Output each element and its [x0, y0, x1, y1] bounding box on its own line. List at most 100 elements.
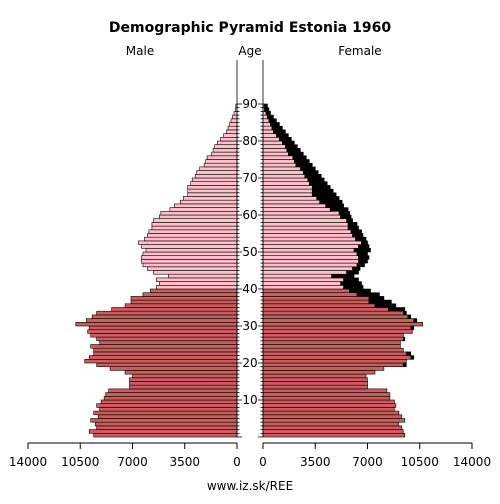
male-bar-age-22	[93, 351, 238, 356]
female-bar-age-4	[262, 418, 406, 423]
female-bar-age-58	[262, 218, 347, 223]
male-bar-age-76	[211, 151, 238, 157]
female-bar-age-35	[262, 303, 376, 308]
female-bar-age-86	[262, 114, 268, 120]
female-bar-age-87	[262, 111, 267, 116]
female-excess-age-50	[353, 248, 371, 253]
male-bar-age-11	[105, 392, 238, 397]
female-bar-age-10	[262, 395, 391, 401]
female-excess-age-89	[263, 103, 268, 109]
female-excess-age-56	[347, 225, 359, 231]
female-excess-age-29	[410, 325, 415, 331]
female-bar-age-2	[262, 425, 403, 430]
female-bar-age-79	[262, 140, 283, 146]
male-bar-age-32	[91, 314, 238, 319]
female-bar-age-33	[262, 310, 404, 316]
male-bar-age-74	[205, 159, 238, 164]
female-bar-age-3	[262, 421, 400, 427]
female-bar-age-64	[262, 196, 318, 201]
female-excess-age-31	[413, 318, 418, 323]
x-tick-label-male: 7000	[117, 455, 148, 469]
female-bar-age-48	[262, 255, 359, 260]
male-bar-age-27	[90, 333, 238, 338]
male-bar-age-53	[144, 236, 238, 242]
male-bar-age-26	[96, 336, 238, 342]
male-bar-age-58	[153, 218, 238, 223]
female-bar-age-37	[262, 296, 370, 301]
female-bar-age-52	[262, 240, 362, 245]
x-tick-label-female: 0	[259, 455, 267, 469]
female-bar-age-85	[262, 118, 270, 123]
female-bar-age-82	[262, 129, 274, 134]
female-excess-age-60	[338, 211, 350, 216]
male-bar-age-39	[150, 288, 238, 294]
female-bar-age-53	[262, 236, 356, 242]
chart-title: Demographic Pyramid Estonia 1960	[109, 20, 391, 36]
female-excess-age-43	[331, 273, 355, 279]
male-bar-age-62	[174, 203, 238, 208]
female-bar-age-8	[262, 403, 397, 408]
male-bar-age-24	[90, 344, 238, 349]
female-bar-age-81	[262, 133, 277, 138]
male-bar-age-48	[141, 255, 238, 260]
female-excess-age-80	[279, 137, 292, 142]
female-bar-age-69	[262, 177, 309, 183]
female-excess-age-66	[311, 188, 334, 194]
female-bar-age-84	[262, 122, 271, 127]
male-bar-age-0	[93, 432, 238, 438]
female-excess-age-57	[347, 222, 358, 227]
female-bar-age-60	[262, 211, 340, 216]
female-bar-age-63	[262, 199, 321, 205]
male-bar-age-4	[90, 418, 238, 423]
male-bars	[75, 103, 238, 438]
male-bar-age-79	[217, 140, 238, 146]
female-bar-age-59	[262, 214, 341, 220]
female-label: Female	[338, 44, 381, 58]
female-excess-age-61	[329, 207, 349, 212]
female-bar-age-77	[262, 148, 288, 153]
female-bar-age-65	[262, 192, 313, 197]
female-bar-age-6	[262, 410, 400, 416]
female-excess-age-83	[271, 125, 283, 131]
male-bar-age-69	[191, 177, 238, 183]
female-bar-age-49	[262, 251, 358, 257]
female-excess-age-69	[307, 177, 325, 183]
male-bar-age-80	[220, 137, 238, 142]
male-bar-age-52	[138, 240, 238, 245]
x-tick-label-female: 10500	[401, 455, 439, 469]
female-bar-age-19	[262, 362, 404, 368]
male-bar-age-45	[147, 266, 238, 271]
female-bar-age-11	[262, 392, 391, 397]
female-excess-age-19	[403, 362, 407, 368]
female-bar-age-72	[262, 166, 301, 171]
female-excess-age-40	[343, 284, 364, 290]
x-tick-label-male: 3500	[169, 455, 200, 469]
x-tick-label-female: 7000	[352, 455, 383, 469]
female-bar-age-27	[262, 333, 404, 338]
female-excess-age-36	[368, 299, 392, 305]
female-excess-age-68	[308, 181, 328, 186]
female-bar-age-21	[262, 355, 412, 360]
female-excess-age-46	[356, 262, 365, 268]
male-bar-age-2	[96, 425, 238, 430]
female-excess-age-49	[356, 251, 368, 257]
female-excess-age-33	[403, 310, 407, 316]
male-bar-age-54	[147, 233, 238, 238]
age-tick-label: 40	[242, 282, 257, 296]
male-bar-age-61	[169, 207, 238, 212]
female-excess-age-85	[268, 118, 277, 123]
female-bar-age-50	[262, 248, 355, 253]
female-bar-age-7	[262, 407, 395, 412]
female-bar-age-80	[262, 137, 280, 142]
male-bar-age-49	[142, 251, 238, 257]
female-excess-age-71	[303, 170, 319, 175]
female-excess-age-81	[276, 133, 289, 138]
male-bar-age-77	[212, 148, 238, 153]
female-bar-age-51	[262, 244, 359, 249]
male-bar-age-60	[160, 211, 238, 216]
male-bar-age-12	[108, 388, 238, 393]
male-bar-age-47	[141, 259, 238, 264]
male-bar-age-5	[97, 414, 238, 419]
female-excess-age-26	[403, 336, 406, 342]
